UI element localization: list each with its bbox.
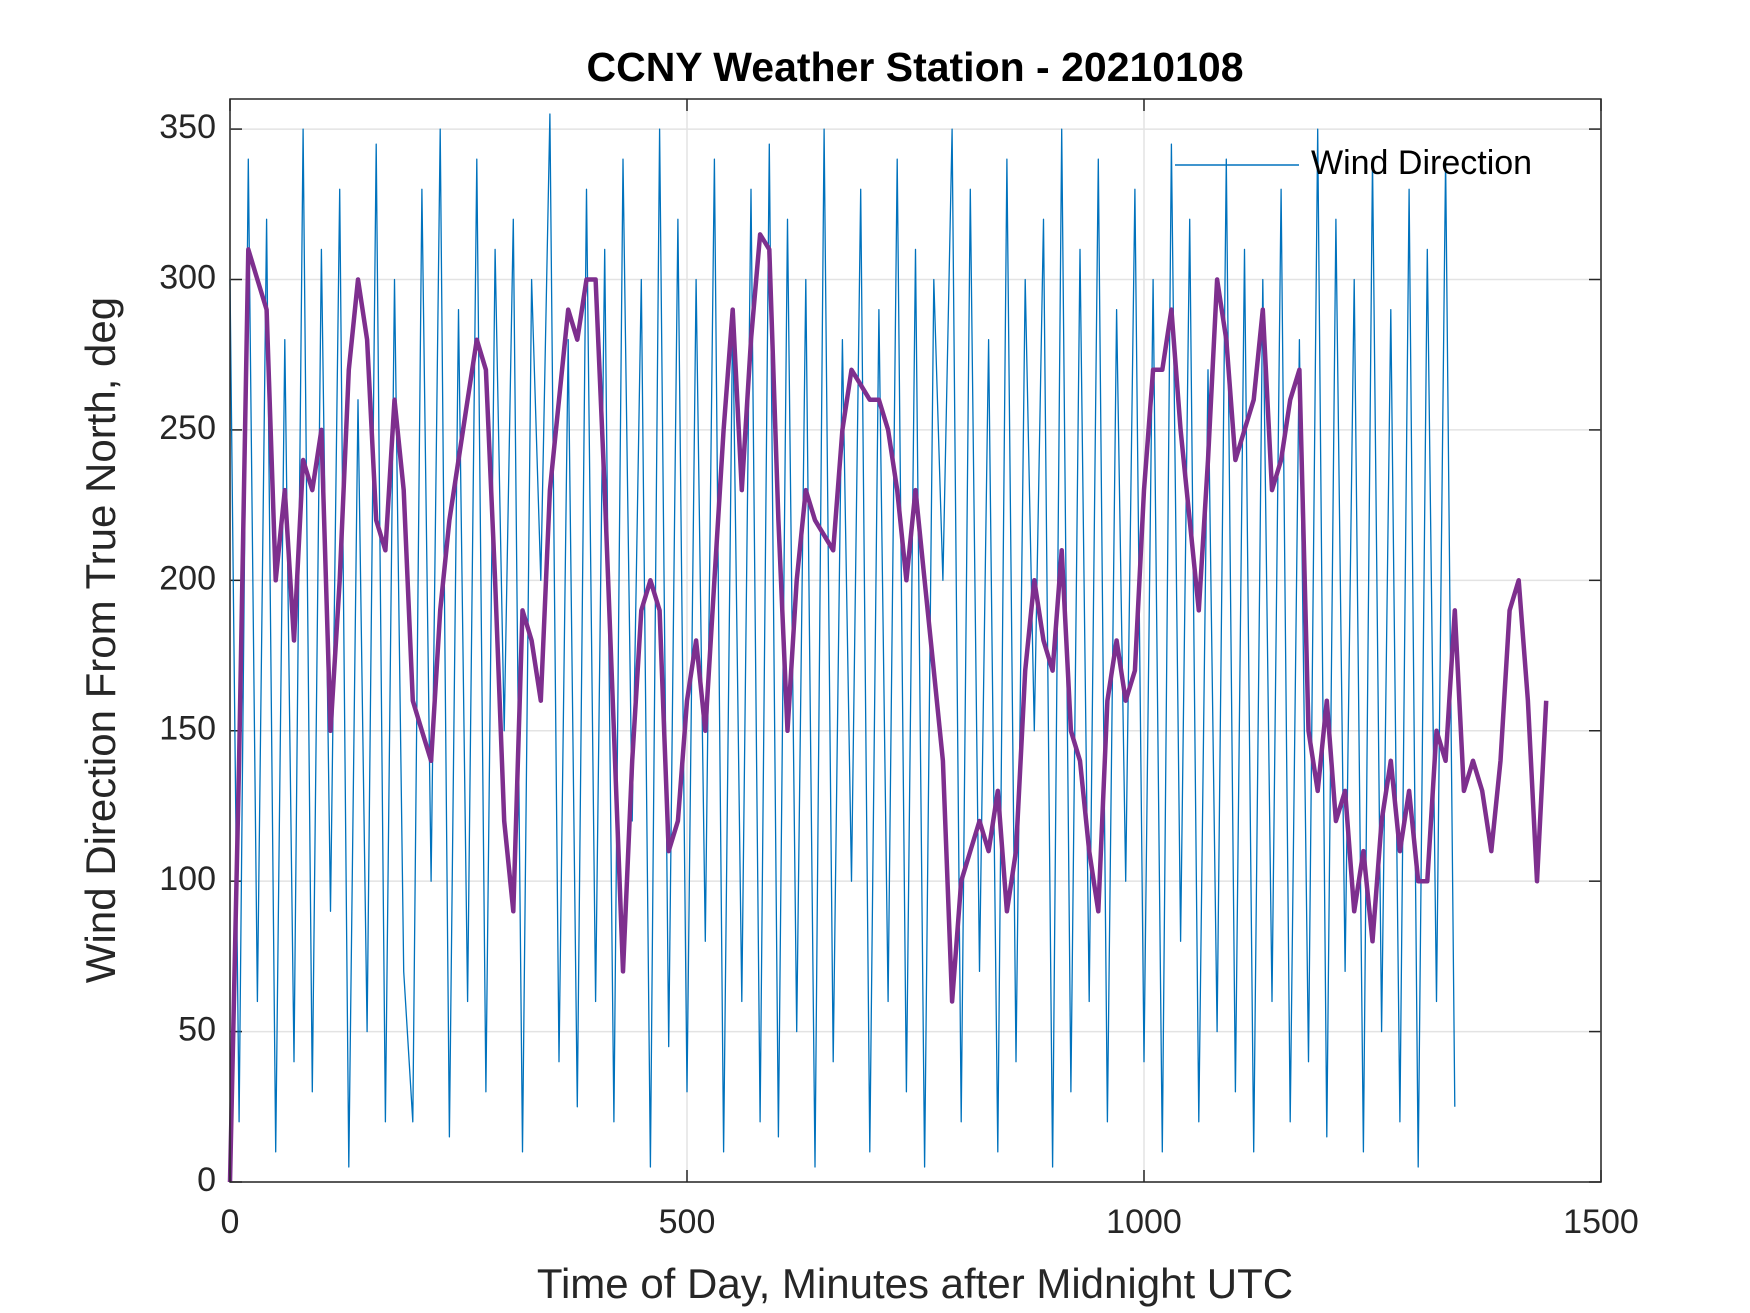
y-tick-label: 150 xyxy=(159,710,216,748)
y-tick-label: 350 xyxy=(159,108,216,146)
chart-title: CCNY Weather Station - 20210108 xyxy=(586,44,1243,90)
y-tick-label: 50 xyxy=(178,1011,216,1049)
y-tick-label: 250 xyxy=(159,409,216,447)
y-tick-label: 0 xyxy=(197,1161,216,1199)
x-tick-label: 1000 xyxy=(1106,1203,1182,1241)
y-tick-label: 100 xyxy=(159,860,216,898)
data-line xyxy=(227,232,1549,1183)
legend-label: Wind Direction xyxy=(1311,144,1532,182)
x-tick-label: 0 xyxy=(221,1203,240,1241)
x-tick-label: 1500 xyxy=(1563,1203,1639,1241)
y-tick-label: 200 xyxy=(159,559,216,597)
y-tick-label: 300 xyxy=(159,258,216,296)
data-line xyxy=(229,113,1456,1168)
x-axis-label: Time of Day, Minutes after Midnight UTC xyxy=(537,1260,1293,1307)
x-tick-label: 500 xyxy=(659,1203,716,1241)
y-axis-label: Wind Direction From True North, deg xyxy=(77,297,124,983)
plot-frame xyxy=(229,98,1602,1183)
